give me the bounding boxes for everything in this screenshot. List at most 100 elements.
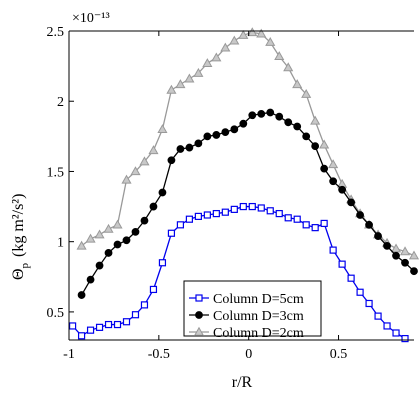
- series-2-point: [167, 156, 176, 165]
- x-tick-label: 0: [245, 347, 252, 362]
- x-tick-label: -0.5: [148, 347, 170, 362]
- series-3-point: [265, 37, 276, 46]
- series-1-point: [104, 320, 113, 329]
- series-1-point: [131, 311, 140, 319]
- series-3-point: [390, 243, 402, 253]
- series-3-point: [130, 166, 141, 176]
- series-2-point: [104, 249, 113, 257]
- series-2-point: [329, 177, 338, 186]
- series-2-point: [221, 128, 230, 137]
- y-axis-label-subscript: p: [19, 262, 31, 268]
- series-2: [77, 108, 418, 299]
- series-2-point: [230, 125, 239, 134]
- series-2-point: [374, 232, 382, 240]
- series-3-point: [184, 73, 195, 83]
- series-3-point: [202, 58, 213, 68]
- series-1-point: [401, 334, 409, 343]
- series-3-point: [238, 30, 249, 39]
- series-3-point: [328, 159, 339, 169]
- series-2-point: [194, 139, 203, 148]
- series-3-point: [85, 233, 96, 243]
- series-2-point: [392, 251, 400, 260]
- series-2-point: [140, 216, 149, 225]
- series-1-point: [311, 224, 319, 232]
- series-2-point: [149, 202, 158, 211]
- series-3-point: [166, 84, 177, 94]
- series-3-point: [292, 79, 303, 89]
- series-1-point: [347, 274, 355, 282]
- series-1-point: [194, 212, 202, 220]
- series-2-point: [248, 111, 257, 120]
- series-1: [68, 202, 409, 343]
- series-2-point: [284, 118, 293, 127]
- series-1-point: [248, 202, 256, 211]
- series-1-point: [266, 207, 274, 215]
- series-2-point: [320, 164, 329, 173]
- x-tick-label: 0.5: [330, 347, 348, 362]
- series-3-point: [229, 35, 240, 45]
- y-tick-label: 2: [57, 95, 64, 110]
- series-3-point: [121, 174, 132, 184]
- series-3-point: [310, 115, 321, 125]
- legend-swatch-marker: [195, 311, 203, 319]
- series-1-point: [338, 260, 346, 268]
- series-3: [76, 27, 420, 260]
- series-3-line: [81, 31, 415, 257]
- series-2-point: [383, 241, 391, 250]
- legend-swatch-marker: [193, 326, 205, 336]
- series-2-point: [356, 211, 364, 219]
- series-1-point: [383, 322, 391, 330]
- series-2-point: [338, 185, 347, 194]
- series-2-point: [275, 112, 284, 121]
- series-2-point: [185, 143, 194, 152]
- series-1-point: [167, 229, 176, 237]
- legend-label: Column D=3cm: [213, 309, 304, 324]
- series-1-point: [230, 205, 238, 213]
- series-1-point: [275, 209, 283, 218]
- series-1-point: [203, 211, 211, 219]
- series-2-point: [176, 145, 185, 153]
- y-tick-label: 1: [57, 236, 64, 251]
- tick-layer: -1 -0.5 0 0.5 0.5 1 1.5 2 2.5: [47, 25, 348, 362]
- series-1-point: [257, 204, 265, 212]
- series-1-point: [140, 301, 149, 309]
- series-2-point: [347, 198, 356, 207]
- series-2-point: [311, 142, 320, 151]
- y-tick-label: 1.5: [47, 165, 65, 180]
- series-3-point: [283, 62, 294, 72]
- y-axis-label-symbol: Θ: [10, 268, 27, 280]
- series-2-point: [239, 119, 248, 128]
- series-2-point: [113, 240, 122, 249]
- series-1-point: [329, 246, 337, 254]
- series-1-point: [356, 288, 364, 296]
- series-1-point: [77, 332, 86, 340]
- legend-items: Column D=5cm Column D=3cm Column D=2cm: [189, 292, 304, 341]
- legend-entry-1: Column D=5cm: [189, 292, 304, 307]
- series-1-point: [392, 329, 400, 337]
- series-3-point: [319, 139, 330, 149]
- series-3-point: [139, 156, 150, 166]
- series-3-point: [211, 52, 222, 62]
- series-2-point: [77, 291, 86, 299]
- series-1-point: [176, 221, 185, 229]
- legend-label: Column D=2cm: [213, 326, 304, 341]
- series-2-point: [86, 275, 95, 284]
- series-1-point: [293, 215, 301, 223]
- series-1-point: [221, 208, 229, 216]
- series-3-point: [256, 28, 267, 38]
- legend-entry-3: Column D=2cm: [189, 326, 304, 341]
- series-1-point: [68, 322, 77, 330]
- series-2-point: [122, 236, 131, 245]
- series-3-point: [103, 223, 114, 233]
- series-3-point: [247, 27, 258, 37]
- series-3-point: [94, 229, 105, 239]
- series-1-point: [185, 215, 193, 223]
- y-tick-label: 2.5: [47, 25, 65, 40]
- series-3-point: [408, 250, 420, 260]
- legend-label: Column D=5cm: [213, 292, 304, 307]
- x-axis-label: r/R: [232, 374, 253, 391]
- series-2-point: [302, 132, 311, 141]
- series-2-point: [266, 108, 275, 117]
- series-3-point: [193, 67, 204, 77]
